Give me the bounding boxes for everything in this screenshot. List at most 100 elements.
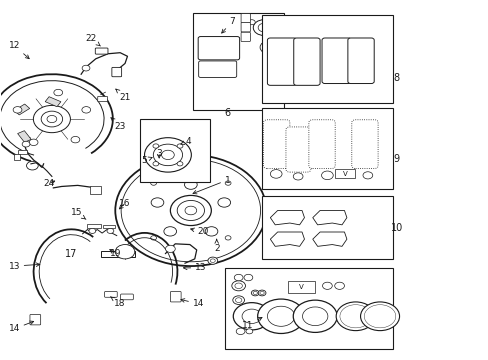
Circle shape (368, 309, 390, 324)
FancyBboxPatch shape (241, 32, 250, 41)
Text: 13: 13 (9, 262, 40, 271)
Circle shape (153, 144, 159, 148)
Circle shape (267, 306, 294, 326)
Circle shape (153, 144, 182, 166)
Circle shape (301, 60, 312, 68)
Circle shape (177, 144, 183, 148)
Bar (18, 150, 26, 154)
Circle shape (33, 105, 70, 133)
Text: 21: 21 (116, 89, 130, 102)
Text: 4: 4 (181, 137, 191, 146)
Circle shape (322, 282, 331, 289)
Circle shape (177, 162, 183, 166)
FancyBboxPatch shape (263, 120, 289, 168)
Text: 9: 9 (393, 154, 399, 164)
Bar (261, 15, 392, 103)
Circle shape (260, 291, 264, 294)
Bar (193, 13, 283, 110)
Circle shape (81, 107, 90, 113)
Text: 8: 8 (393, 73, 399, 83)
Text: 3: 3 (156, 149, 162, 158)
Circle shape (293, 173, 303, 180)
Circle shape (334, 282, 344, 289)
Circle shape (153, 162, 159, 166)
Text: 7: 7 (221, 17, 235, 33)
Text: 12: 12 (9, 41, 29, 59)
Circle shape (234, 274, 243, 281)
Text: 24: 24 (44, 179, 55, 188)
FancyBboxPatch shape (308, 120, 334, 168)
Circle shape (362, 172, 372, 179)
Bar (288, 281, 315, 293)
Circle shape (207, 257, 217, 264)
Circle shape (366, 306, 392, 326)
Circle shape (342, 306, 368, 326)
FancyBboxPatch shape (170, 292, 181, 302)
Circle shape (245, 329, 252, 334)
Text: 2: 2 (213, 239, 219, 253)
Circle shape (253, 291, 257, 294)
Bar (103, 225, 115, 228)
Polygon shape (270, 232, 304, 246)
Text: 16: 16 (119, 199, 130, 209)
Bar (90, 186, 101, 194)
Circle shape (235, 298, 242, 302)
Bar (14, 154, 20, 160)
Circle shape (223, 44, 234, 52)
Circle shape (364, 305, 395, 328)
Polygon shape (312, 211, 346, 225)
Circle shape (184, 206, 196, 215)
Text: 17: 17 (65, 248, 78, 258)
Text: 14: 14 (9, 321, 34, 333)
Text: 11: 11 (242, 318, 262, 330)
Bar (334, 169, 354, 178)
Circle shape (205, 227, 217, 236)
Circle shape (71, 136, 80, 143)
Bar (101, 251, 135, 257)
FancyBboxPatch shape (98, 96, 107, 102)
Circle shape (257, 299, 304, 333)
Text: 6: 6 (224, 108, 230, 118)
Circle shape (258, 23, 269, 32)
Circle shape (150, 181, 156, 185)
Circle shape (41, 111, 62, 127)
Circle shape (151, 198, 163, 207)
Circle shape (218, 198, 230, 207)
Circle shape (260, 41, 277, 54)
Circle shape (236, 328, 244, 334)
Circle shape (26, 161, 38, 170)
FancyBboxPatch shape (351, 120, 377, 168)
Bar (224, 268, 392, 348)
Circle shape (302, 307, 327, 325)
Circle shape (231, 281, 245, 291)
Circle shape (234, 283, 242, 289)
Circle shape (89, 228, 96, 233)
Circle shape (163, 227, 176, 236)
Text: 15: 15 (70, 208, 86, 219)
Circle shape (144, 138, 191, 172)
Text: 22: 22 (85, 34, 100, 46)
Circle shape (293, 300, 336, 332)
Circle shape (258, 290, 265, 296)
Circle shape (177, 201, 204, 221)
Text: 13: 13 (183, 264, 206, 273)
Circle shape (330, 59, 341, 67)
Circle shape (29, 139, 38, 145)
Bar (87, 224, 101, 228)
Circle shape (232, 296, 244, 305)
Circle shape (224, 181, 230, 185)
FancyBboxPatch shape (112, 67, 122, 77)
Circle shape (335, 302, 374, 330)
FancyBboxPatch shape (104, 292, 117, 297)
Circle shape (115, 155, 266, 266)
Circle shape (276, 60, 287, 68)
FancyBboxPatch shape (198, 61, 236, 77)
Circle shape (22, 141, 30, 147)
Circle shape (13, 107, 22, 113)
Circle shape (360, 302, 399, 330)
FancyBboxPatch shape (198, 37, 239, 60)
FancyBboxPatch shape (241, 23, 250, 32)
Bar (18, 131, 31, 142)
Text: 10: 10 (390, 224, 402, 233)
Circle shape (210, 259, 215, 262)
